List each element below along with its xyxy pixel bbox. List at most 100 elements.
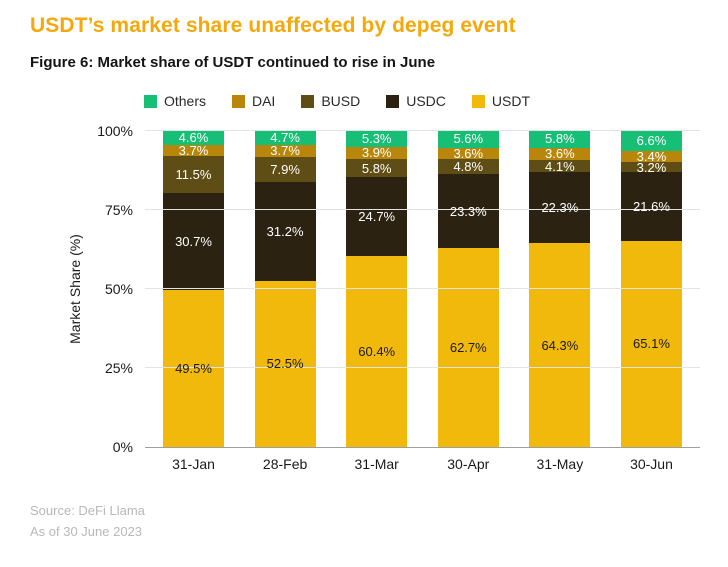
x-tick-label: 31-Jan — [172, 456, 215, 472]
segment-usdt: 64.3% — [529, 243, 591, 447]
segment-value-label: 5.8% — [361, 160, 392, 176]
legend-label: USDC — [406, 93, 446, 109]
segment-usdc: 31.2% — [254, 181, 316, 281]
bar-28-feb: 4.7% 3.7% 7.9% 31.2% 52.5% — [254, 129, 316, 447]
segment-value-label: 22.3% — [541, 200, 579, 216]
segment-others: 6.6% — [620, 130, 682, 152]
legend-swatch-others — [143, 94, 157, 108]
segment-value-label: 3.9% — [361, 145, 392, 161]
bars-row: 4.6% 3.7% 11.5% 30.7% 49.5% 4.7% 3.7% 7.9% 31.2%… — [145, 129, 700, 447]
asof-line: As of 30 June 2023 — [30, 524, 143, 540]
gridline — [145, 209, 700, 210]
segment-value-label: 4.7% — [270, 129, 300, 145]
segment-busd: 5.8% — [346, 158, 408, 178]
source-line: Source: DeFi Llama — [30, 503, 145, 518]
bar-31-may: 5.8% 3.6% 4.1% 22.3% 64.3% — [529, 129, 591, 447]
segment-usdt: 60.4% — [346, 255, 408, 447]
x-tick-label: 31-Mar — [354, 456, 399, 472]
legend-label: BUSD — [321, 93, 361, 109]
segment-usdc: 22.3% — [529, 172, 591, 244]
segment-usdc: 30.7% — [163, 192, 224, 291]
x-tick-label: 31-May — [536, 456, 584, 472]
segment-value-label: 4.6% — [178, 129, 209, 145]
segment-value-label: 11.5% — [175, 167, 212, 183]
segment-value-label: 62.7% — [449, 340, 487, 356]
chart-legend: Others DAI BUSD USDC USDT — [90, 93, 584, 109]
segment-value-label: 4.1% — [545, 158, 575, 174]
segment-value-label: 5.8% — [545, 131, 575, 147]
bar-30-apr: 5.6% 3.6% 4.8% 23.3% 62.7% — [437, 130, 499, 447]
segment-usdt: 65.1% — [620, 240, 682, 447]
segment-value-label: 65.1% — [633, 336, 670, 352]
legend-swatch-usdt — [471, 94, 485, 108]
y-tick-label: 50% — [104, 281, 133, 297]
gridline — [145, 288, 700, 289]
segment-usdt: 49.5% — [163, 290, 224, 447]
segment-busd: 11.5% — [163, 156, 224, 193]
segment-busd: 4.1% — [529, 158, 591, 174]
segment-dai: 3.6% — [437, 145, 499, 161]
x-tick-label: 28-Feb — [262, 456, 308, 472]
legend-swatch-usdc — [386, 94, 400, 108]
segment-usdt: 52.5% — [254, 280, 316, 447]
segment-dai: 3.9% — [346, 145, 408, 161]
segment-value-label: 52.5% — [266, 356, 304, 372]
segment-busd: 3.2% — [620, 159, 682, 175]
report-page: USDT’s market share unaffected by depeg … — [30, 14, 714, 543]
legend-swatch-busd — [301, 94, 315, 108]
x-axis-labels: 31-Jan 28-Feb 31-Mar 30-Apr 31-May 30-Jun — [145, 456, 700, 472]
segment-value-label: 5.6% — [453, 131, 484, 147]
segment-value-label: 21.6% — [633, 198, 670, 214]
segment-others: 4.7% — [254, 129, 316, 145]
legend-item-others: Others — [143, 93, 206, 109]
gridline — [145, 367, 700, 368]
segment-value-label: 4.8% — [453, 159, 484, 175]
segment-usdc: 21.6% — [620, 172, 682, 241]
segment-value-label: 64.3% — [541, 337, 579, 353]
segment-others: 5.6% — [437, 130, 499, 148]
stacked-bar-chart: Others DAI BUSD USDC USDT Market Share (%) 4… — [30, 93, 714, 472]
segment-value-label: 60.4% — [358, 343, 396, 359]
x-tick-label: 30-Jun — [630, 456, 673, 472]
segment-value-label: 3.4% — [636, 149, 667, 165]
legend-label: Others — [163, 93, 206, 109]
plot-area: Market Share (%) 4.6% 3.7% 11.5% 30.7% 49.5%… — [67, 123, 700, 455]
legend-item-dai: DAI — [231, 93, 276, 109]
bar-31-mar: 5.3% 3.9% 5.8% 24.7% 60.4% — [346, 129, 408, 447]
segment-value-label: 3.6% — [545, 146, 575, 162]
segment-dai: 3.6% — [529, 146, 591, 162]
segment-value-label: 49.5% — [175, 361, 212, 377]
segment-value-label: 24.7% — [358, 208, 396, 224]
segment-others: 4.6% — [163, 130, 224, 145]
segment-busd: 7.9% — [254, 156, 316, 182]
segment-busd: 4.8% — [437, 159, 499, 175]
legend-label: DAI — [251, 93, 276, 109]
segment-value-label: 3.6% — [453, 145, 484, 161]
legend-item-busd: BUSD — [301, 93, 360, 109]
page-title: USDT’s market share unaffected by depeg … — [30, 14, 516, 37]
segment-value-label: 30.7% — [175, 233, 212, 249]
gridline — [145, 130, 700, 131]
segment-others: 5.3% — [346, 129, 408, 147]
segment-dai: 3.7% — [163, 142, 224, 158]
segment-value-label: 23.3% — [449, 203, 487, 219]
segment-value-label: 5.3% — [361, 130, 392, 146]
segment-value-label: 3.2% — [636, 159, 667, 175]
segment-dai: 3.7% — [254, 144, 316, 157]
segment-dai: 3.4% — [620, 149, 682, 165]
segment-others: 5.8% — [529, 129, 591, 149]
legend-label: USDT — [491, 93, 531, 109]
y-tick-label: 100% — [97, 123, 133, 139]
legend-item-usdc: USDC — [386, 93, 446, 109]
y-tick-label: 0% — [112, 439, 133, 455]
source-note: Source: DeFi Llama As of 30 June 2023 — [30, 500, 714, 543]
x-tick-label: 30-Apr — [447, 456, 490, 472]
segment-usdc: 23.3% — [437, 174, 499, 249]
y-axis-title: Market Share (%) — [67, 234, 83, 344]
segment-value-label: 31.2% — [266, 223, 304, 239]
y-tick-label: 75% — [104, 202, 133, 218]
segment-usdt: 62.7% — [437, 248, 499, 447]
legend-item-usdt: USDT — [471, 93, 531, 109]
segment-value-label: 3.7% — [178, 142, 209, 158]
legend-swatch-dai — [231, 94, 245, 108]
